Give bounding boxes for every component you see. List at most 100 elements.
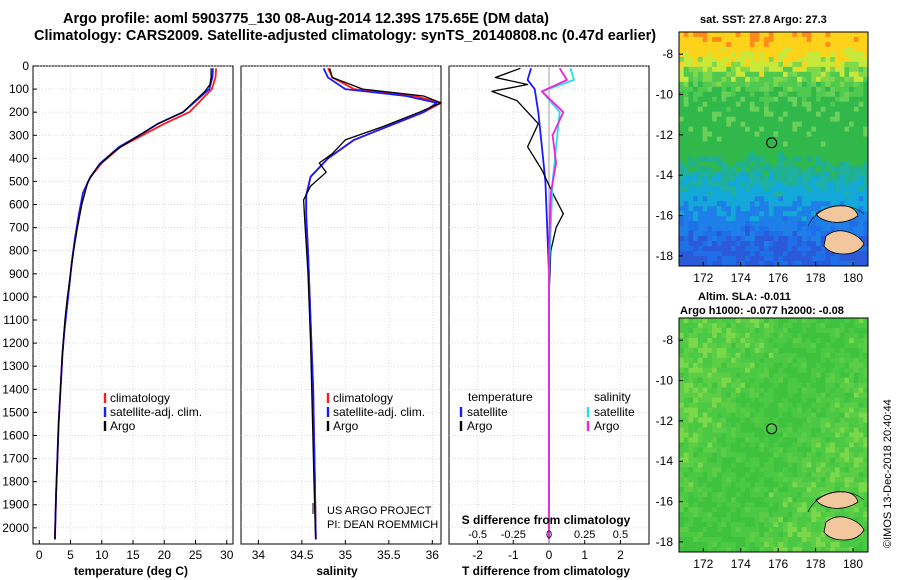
sla-map-cell <box>801 507 807 513</box>
sla-map-cell <box>697 322 704 329</box>
sst-map-cell <box>697 236 704 242</box>
sla-map-cell <box>787 367 793 374</box>
sla-map-cell <box>787 542 793 548</box>
sla-map-cell <box>697 502 704 508</box>
sla-map-cell <box>801 477 807 483</box>
temp-diff-axis-label: T difference from climatology <box>462 564 630 578</box>
sst-map-cell <box>702 131 708 137</box>
sst-map-cell <box>745 91 751 98</box>
sst-map-cell <box>825 111 831 118</box>
sla-map-cell <box>754 522 760 528</box>
sst-map-cell <box>801 166 807 172</box>
sst-map-cell <box>782 206 789 212</box>
sst-map-cell <box>745 36 751 43</box>
sst-map-cell <box>858 86 864 93</box>
sst-map-cell <box>735 256 741 262</box>
sst-map-cell <box>806 61 812 68</box>
sst-map-cell <box>787 186 793 192</box>
sst-map-cell <box>820 196 826 202</box>
sla-map-cell <box>740 442 746 448</box>
sla-map-x-tick-label: 180 <box>843 557 863 571</box>
sla-map-cell <box>745 402 751 409</box>
sla-map-cell <box>787 472 793 478</box>
sst-map-cell <box>735 211 741 217</box>
sst-map-cell <box>858 51 864 58</box>
sst-map-cell <box>797 261 803 267</box>
sla-map-cell <box>754 412 760 418</box>
y-tick-label: 1500 <box>2 405 29 419</box>
sst-map-cell <box>825 141 831 147</box>
sst-map-cell <box>820 256 826 262</box>
sst-map-cell <box>759 181 765 187</box>
sla-map-cell <box>764 387 770 394</box>
sst-map-cell <box>759 246 765 252</box>
sla-map-cell <box>712 527 718 533</box>
sst-map-cell <box>792 171 798 177</box>
sst-map-cell <box>740 186 746 192</box>
sst-map-cell <box>768 56 774 63</box>
sla-map-cell <box>683 372 689 379</box>
sst-map-cell <box>792 246 798 252</box>
sla-map-cell <box>730 542 737 548</box>
sst-map-cell <box>735 231 741 237</box>
sst-map-cell <box>839 226 845 232</box>
sst-map-cell <box>853 256 859 262</box>
sst-map-cell <box>778 86 784 93</box>
sst-map-cell <box>721 51 727 58</box>
sst-map-cell <box>749 261 756 267</box>
sla-map-cell <box>735 447 741 453</box>
sla-map-cell <box>735 507 741 513</box>
sla-map-cell <box>858 357 864 364</box>
sst-map-cell <box>716 246 722 252</box>
sst-map-cell <box>782 111 789 118</box>
sst-map-cell <box>745 211 751 217</box>
sst-map-cell <box>782 226 789 232</box>
sla-map-cell <box>759 422 765 428</box>
sla-map-cell <box>712 537 718 543</box>
sla-map-cell <box>844 337 850 344</box>
sla-map-cell <box>764 462 770 468</box>
sla-map-cell <box>749 332 756 339</box>
sla-map-cell <box>811 502 817 508</box>
sla-map-cell <box>702 407 708 413</box>
sst-map-cell <box>849 91 855 98</box>
sla-map-cell <box>726 397 732 404</box>
sla-map-cell <box>707 342 713 349</box>
sst-map-cell <box>787 51 793 58</box>
sla-map-cell <box>721 467 727 473</box>
sla-map-cell <box>749 472 756 478</box>
sst-map-cell <box>740 216 746 222</box>
sla-map-cell <box>679 417 685 423</box>
sst-map-cell <box>716 116 722 123</box>
sst-map-cell <box>830 51 836 58</box>
sla-map-cell <box>820 397 826 404</box>
sla-map-cell <box>735 407 741 413</box>
sst-map-cell <box>797 86 803 93</box>
sla-map-cell <box>726 497 732 503</box>
sst-map-cell <box>797 251 803 257</box>
annotation-pi: PI: DEAN ROEMMICH <box>327 519 438 531</box>
sla-map-cell <box>816 337 822 344</box>
sla-map-cell <box>716 497 722 503</box>
sla-map-cell <box>688 492 694 498</box>
sla-map-cell <box>853 342 859 349</box>
sla-map-cell <box>834 372 841 379</box>
sla-map-cell <box>778 382 784 389</box>
sst-map-cell <box>764 186 770 192</box>
sla-map-cell <box>768 467 774 473</box>
sla-map-cell <box>853 382 859 389</box>
sst-map-cell <box>858 246 864 252</box>
sst-map-cell <box>782 136 789 142</box>
sla-map-cell <box>806 422 812 428</box>
sst-map-cell <box>773 171 779 177</box>
sla-map-cell <box>820 362 826 369</box>
sst-map-cell <box>801 32 807 38</box>
sla-map-cell <box>820 447 826 453</box>
sla-map-cell <box>735 397 741 404</box>
sst-map-cell <box>834 146 841 152</box>
sla-map-cell <box>787 387 793 394</box>
sla-map-cell <box>778 337 784 344</box>
sst-map-cell <box>797 41 803 48</box>
sla-map-cell <box>806 372 812 379</box>
sst-map-cell <box>754 196 760 202</box>
